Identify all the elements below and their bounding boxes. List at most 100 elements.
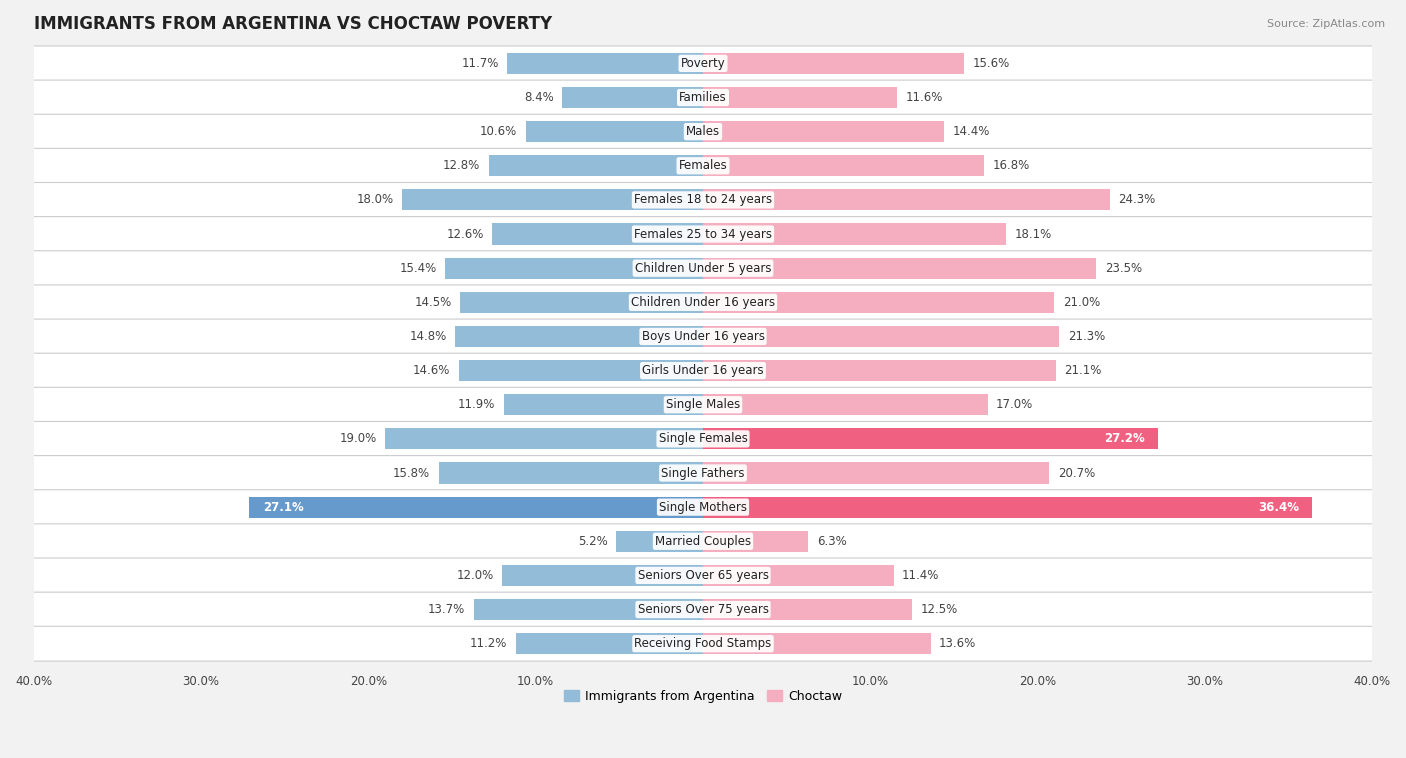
Bar <box>703 87 897 108</box>
Text: 15.6%: 15.6% <box>973 57 1010 70</box>
Text: Single Fathers: Single Fathers <box>661 466 745 480</box>
FancyBboxPatch shape <box>32 456 1374 490</box>
Text: 12.8%: 12.8% <box>443 159 481 172</box>
Bar <box>492 224 703 245</box>
FancyBboxPatch shape <box>32 149 1374 183</box>
Bar <box>703 155 984 177</box>
FancyBboxPatch shape <box>32 421 1374 456</box>
FancyBboxPatch shape <box>32 285 1374 320</box>
FancyBboxPatch shape <box>32 251 1374 286</box>
Text: Poverty: Poverty <box>681 57 725 70</box>
Text: 15.4%: 15.4% <box>399 262 437 274</box>
Bar <box>460 292 703 313</box>
Text: Families: Families <box>679 91 727 104</box>
Bar <box>508 53 703 74</box>
Text: 11.4%: 11.4% <box>903 569 939 582</box>
Text: Single Males: Single Males <box>666 398 740 412</box>
Text: Single Mothers: Single Mothers <box>659 500 747 514</box>
Text: 17.0%: 17.0% <box>995 398 1033 412</box>
Text: Children Under 5 years: Children Under 5 years <box>634 262 772 274</box>
Text: Males: Males <box>686 125 720 138</box>
Bar <box>516 633 703 654</box>
Text: Boys Under 16 years: Boys Under 16 years <box>641 330 765 343</box>
Text: 12.5%: 12.5% <box>921 603 957 616</box>
Legend: Immigrants from Argentina, Choctaw: Immigrants from Argentina, Choctaw <box>558 685 848 708</box>
Text: 11.6%: 11.6% <box>905 91 943 104</box>
Text: 18.0%: 18.0% <box>356 193 394 206</box>
Bar <box>703 292 1054 313</box>
Bar <box>502 565 703 586</box>
Text: 10.6%: 10.6% <box>479 125 517 138</box>
FancyBboxPatch shape <box>32 387 1374 422</box>
Text: 24.3%: 24.3% <box>1118 193 1156 206</box>
Text: 14.5%: 14.5% <box>415 296 451 309</box>
Bar <box>526 121 703 143</box>
Bar <box>703 565 894 586</box>
Text: 14.8%: 14.8% <box>409 330 447 343</box>
Bar <box>385 428 703 449</box>
Text: IMMIGRANTS FROM ARGENTINA VS CHOCTAW POVERTY: IMMIGRANTS FROM ARGENTINA VS CHOCTAW POV… <box>34 15 551 33</box>
Bar <box>474 599 703 620</box>
Text: 13.6%: 13.6% <box>939 637 976 650</box>
Text: 36.4%: 36.4% <box>1258 500 1299 514</box>
Bar <box>703 224 1005 245</box>
Bar <box>439 462 703 484</box>
Text: Females 18 to 24 years: Females 18 to 24 years <box>634 193 772 206</box>
Bar <box>703 462 1049 484</box>
Text: 11.2%: 11.2% <box>470 637 508 650</box>
FancyBboxPatch shape <box>32 490 1374 525</box>
Text: 21.1%: 21.1% <box>1064 364 1102 377</box>
Bar <box>703 531 808 552</box>
FancyBboxPatch shape <box>32 353 1374 388</box>
Text: 5.2%: 5.2% <box>578 535 607 548</box>
Bar <box>562 87 703 108</box>
Bar <box>616 531 703 552</box>
FancyBboxPatch shape <box>32 626 1374 661</box>
FancyBboxPatch shape <box>32 80 1374 115</box>
Bar <box>249 496 703 518</box>
Text: 15.8%: 15.8% <box>394 466 430 480</box>
Text: 13.7%: 13.7% <box>427 603 465 616</box>
FancyBboxPatch shape <box>32 558 1374 593</box>
Bar <box>703 360 1056 381</box>
Text: 16.8%: 16.8% <box>993 159 1029 172</box>
Text: Females 25 to 34 years: Females 25 to 34 years <box>634 227 772 240</box>
Bar <box>703 326 1060 347</box>
Text: 19.0%: 19.0% <box>339 432 377 446</box>
Text: 14.4%: 14.4% <box>952 125 990 138</box>
FancyBboxPatch shape <box>32 592 1374 627</box>
Text: Seniors Over 75 years: Seniors Over 75 years <box>637 603 769 616</box>
Bar <box>703 599 912 620</box>
Text: 12.6%: 12.6% <box>446 227 484 240</box>
Text: 20.7%: 20.7% <box>1057 466 1095 480</box>
Text: Source: ZipAtlas.com: Source: ZipAtlas.com <box>1267 19 1385 29</box>
Text: 6.3%: 6.3% <box>817 535 846 548</box>
Text: 18.1%: 18.1% <box>1014 227 1052 240</box>
Bar <box>703 190 1109 211</box>
Bar <box>703 394 987 415</box>
Bar <box>703 258 1097 279</box>
Bar <box>503 394 703 415</box>
Text: Girls Under 16 years: Girls Under 16 years <box>643 364 763 377</box>
Text: 11.7%: 11.7% <box>461 57 499 70</box>
FancyBboxPatch shape <box>32 524 1374 559</box>
Bar <box>446 258 703 279</box>
Bar <box>489 155 703 177</box>
Text: Children Under 16 years: Children Under 16 years <box>631 296 775 309</box>
Bar <box>703 428 1159 449</box>
Bar <box>458 360 703 381</box>
Bar <box>703 121 943 143</box>
Text: 27.1%: 27.1% <box>263 500 304 514</box>
Text: 11.9%: 11.9% <box>458 398 495 412</box>
Text: 12.0%: 12.0% <box>457 569 494 582</box>
FancyBboxPatch shape <box>32 46 1374 81</box>
Text: 14.6%: 14.6% <box>413 364 450 377</box>
Text: 8.4%: 8.4% <box>524 91 554 104</box>
Text: 27.2%: 27.2% <box>1104 432 1144 446</box>
Text: 21.0%: 21.0% <box>1063 296 1099 309</box>
FancyBboxPatch shape <box>32 114 1374 149</box>
Bar <box>703 633 931 654</box>
Bar <box>456 326 703 347</box>
FancyBboxPatch shape <box>32 217 1374 252</box>
Text: 21.3%: 21.3% <box>1067 330 1105 343</box>
